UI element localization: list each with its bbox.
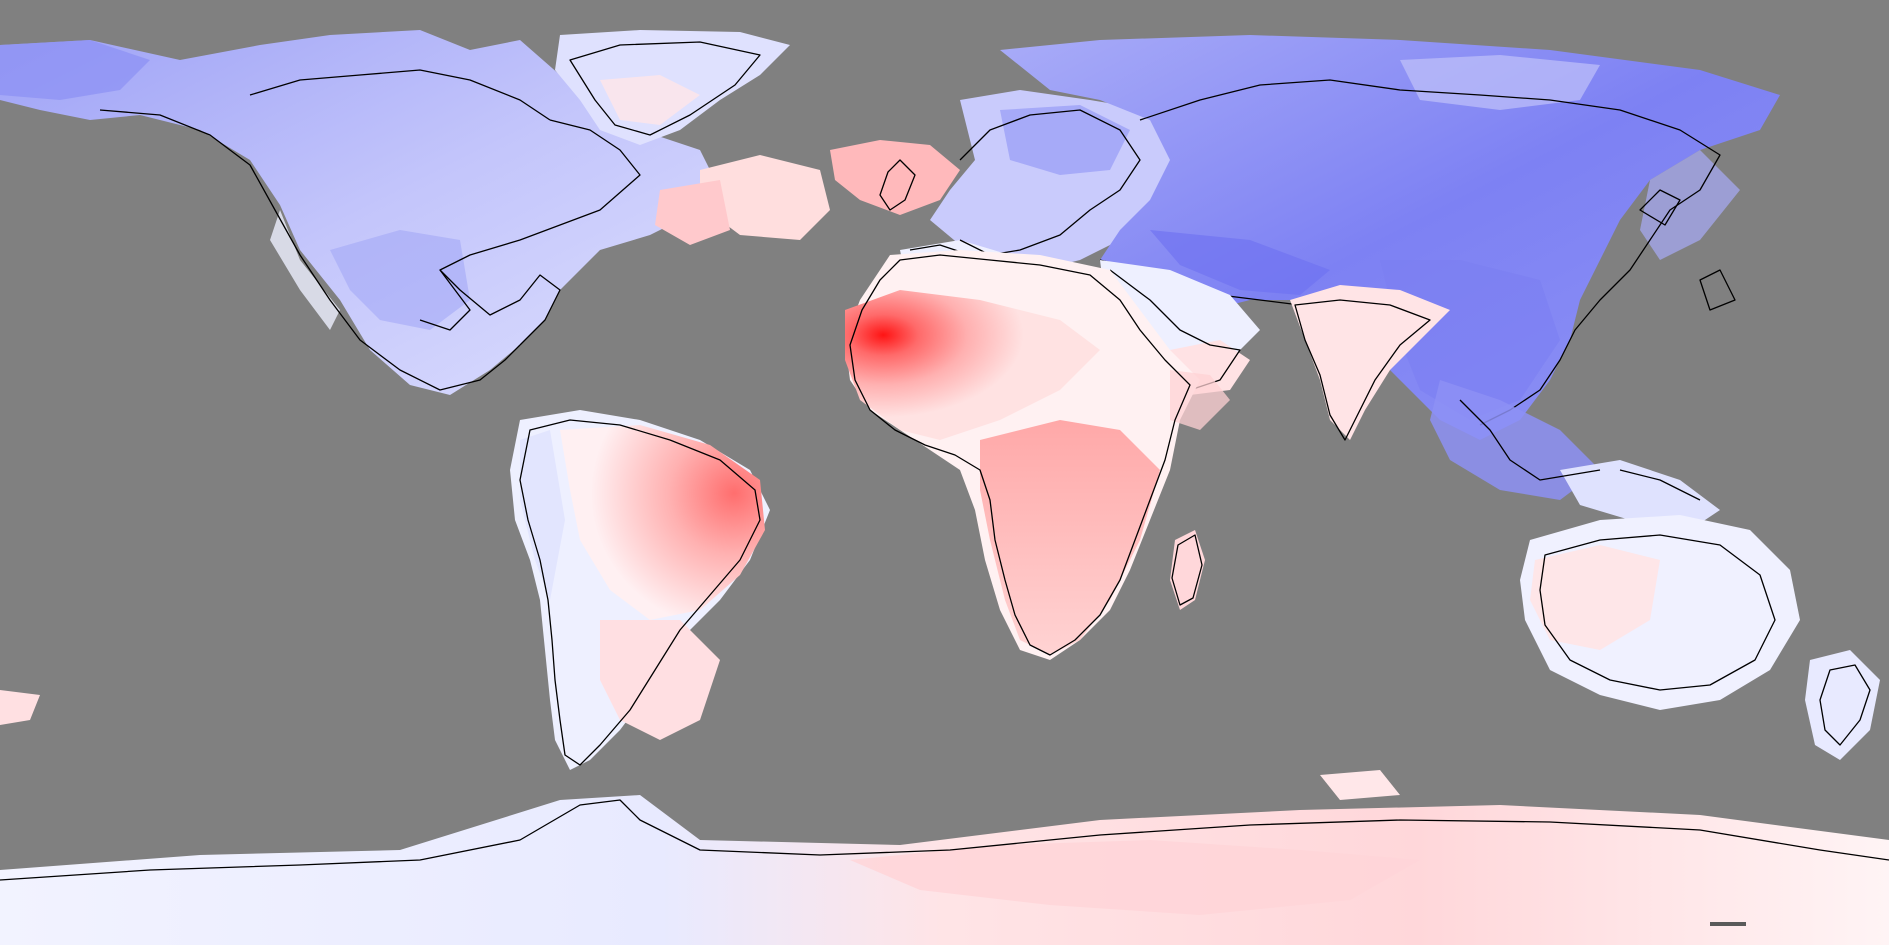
greenland [555, 30, 790, 145]
south-america [510, 410, 770, 770]
scale-marker [1710, 922, 1746, 926]
antarctica [0, 770, 1889, 945]
africa [845, 250, 1230, 660]
india [1290, 285, 1450, 441]
north-america [0, 30, 725, 395]
coastal-patch [0, 690, 40, 725]
new-zealand [1805, 650, 1880, 760]
british-isles [655, 140, 960, 245]
australia [1520, 515, 1800, 710]
southeast-asia [1430, 380, 1720, 530]
madagascar [1170, 530, 1205, 610]
